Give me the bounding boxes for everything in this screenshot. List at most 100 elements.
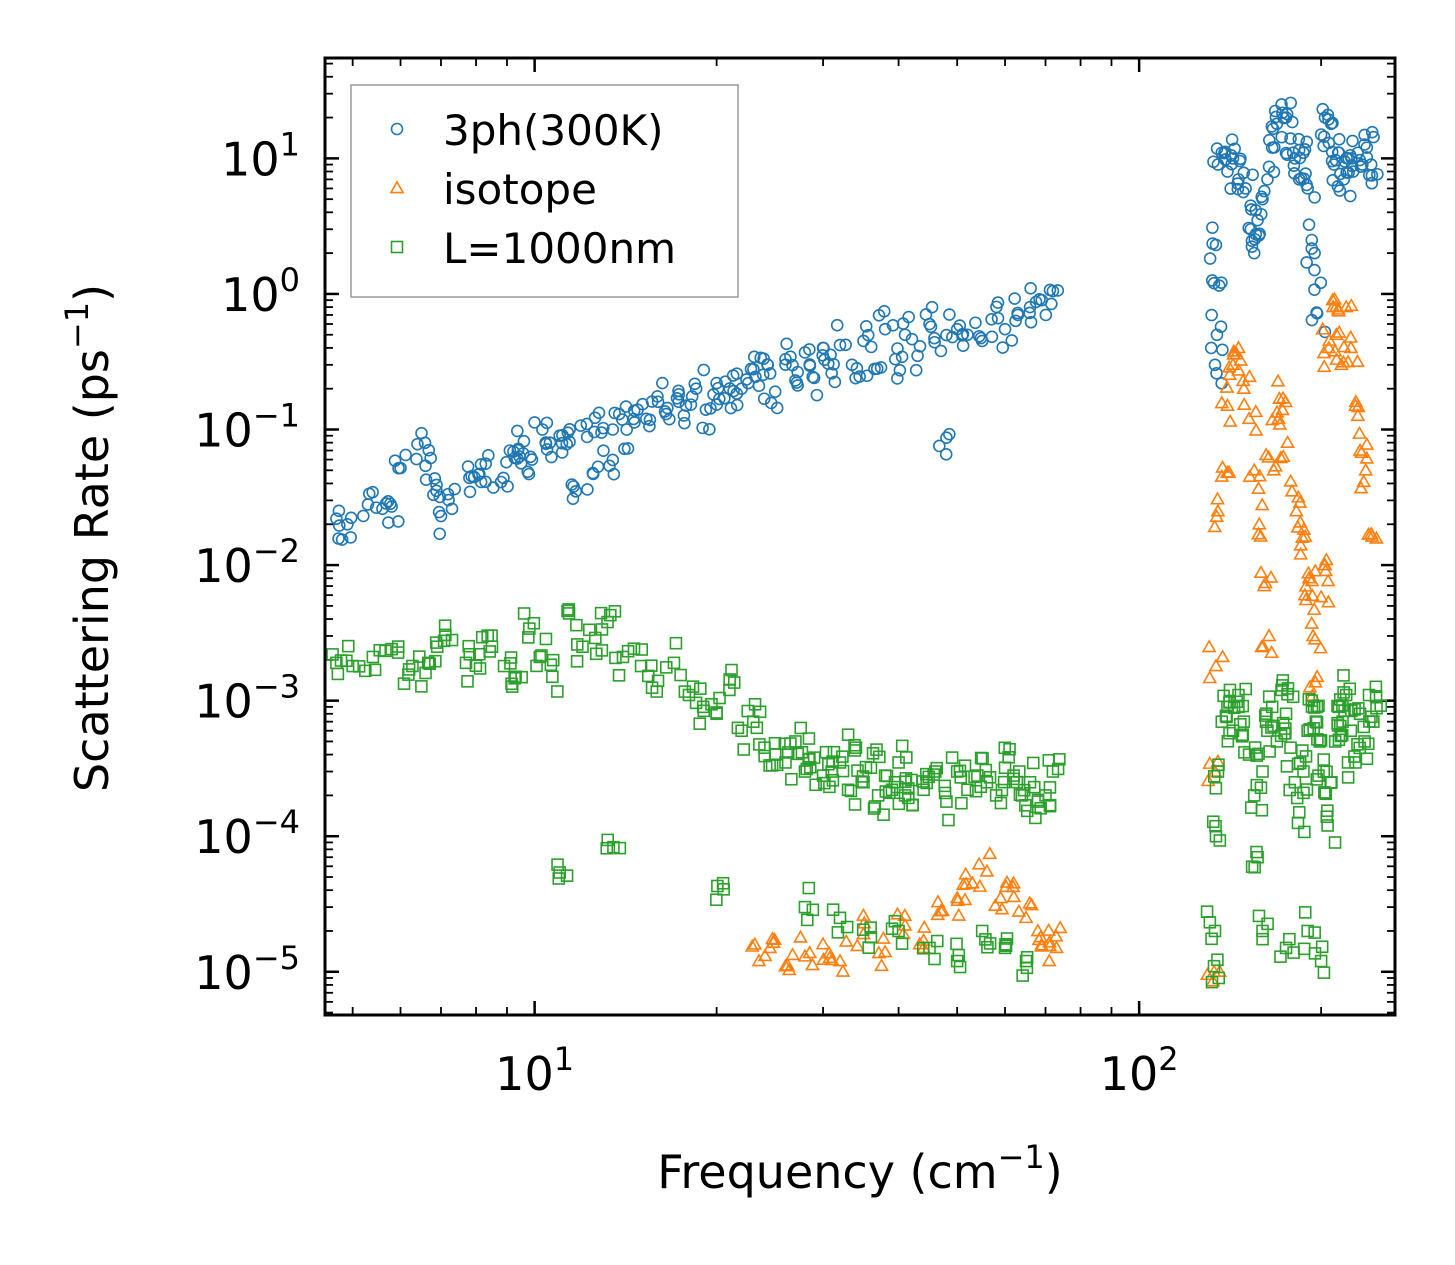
data-point <box>1280 148 1294 161</box>
data-point <box>517 607 531 620</box>
data-point <box>1205 932 1218 946</box>
data-point <box>900 751 913 764</box>
data-point <box>727 676 741 689</box>
data-point <box>1049 940 1064 954</box>
data-point <box>975 924 989 938</box>
legend-marker-shape <box>390 240 404 254</box>
data-point <box>340 654 353 668</box>
data-point <box>873 750 886 764</box>
data-point <box>658 405 672 418</box>
data-point <box>1212 279 1226 292</box>
data-point <box>957 892 973 906</box>
data-point <box>1344 189 1357 203</box>
data-point <box>433 490 447 504</box>
data-point <box>1371 167 1384 181</box>
data-point <box>1219 379 1235 393</box>
data-point <box>1221 165 1234 178</box>
data-point <box>1261 628 1277 642</box>
data-point <box>1346 134 1359 148</box>
data-point <box>1041 922 1057 936</box>
x-axis-title: Frequency (cm−1) <box>657 1138 1062 1199</box>
data-point <box>868 800 882 813</box>
data-point <box>335 533 349 546</box>
data-point <box>1305 700 1319 713</box>
data-point <box>1317 753 1331 766</box>
data-point <box>1264 645 1280 659</box>
data-point <box>897 907 913 921</box>
data-point <box>459 656 473 670</box>
data-point <box>1365 710 1378 724</box>
data-point <box>1358 138 1371 151</box>
data-point <box>697 704 711 718</box>
data-point <box>511 424 524 438</box>
data-point <box>645 659 658 672</box>
data-point <box>1226 152 1240 165</box>
data-point <box>806 370 819 384</box>
data-point <box>516 447 530 460</box>
data-point <box>940 431 953 445</box>
data-point <box>1033 293 1046 306</box>
data-point <box>1264 412 1280 426</box>
data-point <box>779 756 792 769</box>
data-point <box>1360 151 1374 164</box>
data-point <box>757 392 771 406</box>
data-point <box>1026 756 1040 770</box>
data-point <box>1246 168 1259 182</box>
data-point <box>1253 528 1269 542</box>
data-point <box>382 516 395 529</box>
data-point <box>388 454 402 468</box>
data-point <box>1320 573 1336 587</box>
data-point <box>1248 860 1261 874</box>
data-point <box>819 745 833 759</box>
data-point <box>522 631 535 644</box>
data-point <box>546 653 560 667</box>
data-point <box>381 495 395 508</box>
data-point <box>546 670 559 684</box>
data-point <box>415 426 428 440</box>
data-point <box>1251 526 1266 540</box>
data-point <box>859 760 873 774</box>
plot-points <box>326 96 1388 989</box>
data-point <box>1211 953 1224 967</box>
legend-marker-square <box>390 240 404 254</box>
data-point <box>1024 315 1038 329</box>
data-point <box>392 515 405 528</box>
data-point <box>800 762 814 776</box>
data-point <box>527 616 541 630</box>
data-point <box>943 308 956 321</box>
data-point <box>991 311 1005 325</box>
data-point <box>816 952 831 966</box>
data-point <box>1310 306 1323 319</box>
data-point <box>1051 284 1065 297</box>
data-point <box>331 667 345 681</box>
data-point <box>826 903 840 916</box>
data-point <box>890 906 905 920</box>
data-point <box>1231 182 1245 196</box>
data-point <box>1285 115 1299 129</box>
data-point <box>940 328 953 342</box>
data-point <box>1279 707 1293 721</box>
data-point <box>956 339 970 353</box>
data-point <box>832 953 848 967</box>
data-point <box>1212 971 1226 985</box>
data-point <box>1204 341 1218 355</box>
data-point <box>754 351 768 365</box>
data-point <box>1317 130 1331 144</box>
data-point <box>785 947 801 961</box>
data-point <box>1029 295 1043 309</box>
data-point <box>1275 130 1289 144</box>
data-point <box>1018 910 1034 924</box>
data-point <box>682 688 696 702</box>
data-point <box>384 497 397 511</box>
legend-marker-circle <box>390 122 404 136</box>
data-point <box>951 907 967 921</box>
data-point <box>780 337 793 351</box>
data-point <box>1298 592 1314 606</box>
data-point <box>1254 781 1268 795</box>
data-point <box>463 485 477 499</box>
data-point <box>1256 765 1269 778</box>
data-point <box>899 772 913 785</box>
data-point <box>1365 169 1379 182</box>
data-point <box>1023 306 1036 320</box>
